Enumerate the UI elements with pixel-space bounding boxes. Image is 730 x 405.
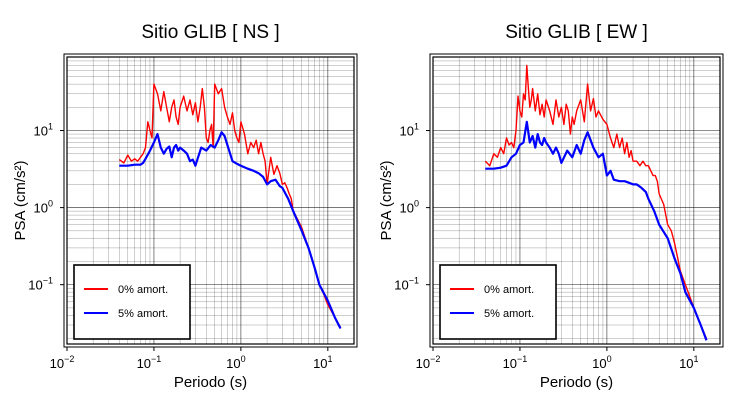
legend: 0% amort. 5% amort. bbox=[73, 264, 191, 340]
x-axis-label: Periodo (s) bbox=[174, 374, 247, 391]
x-tick-label: 100 bbox=[592, 354, 611, 371]
x-tick-label: 100 bbox=[226, 354, 245, 371]
chart-panel-2: 10−2 10−1 100 101 10−1 100 101 Sitio GLIB [ EW … bbox=[378, 22, 724, 391]
series-line-damped bbox=[119, 131, 342, 329]
y-axis-label: PSA (cm/s²) bbox=[12, 160, 29, 240]
x-axis-label: Periodo (s) bbox=[540, 374, 613, 391]
legend-box bbox=[73, 264, 191, 340]
chart-title: Sitio GLIB [ EW ] bbox=[505, 22, 648, 43]
legend-label: 0% amort. bbox=[484, 284, 534, 296]
x-tick-label: 101 bbox=[679, 354, 698, 371]
y-tick-label: 100 bbox=[400, 199, 419, 216]
y-tick-label: 101 bbox=[34, 122, 53, 139]
plot-frame bbox=[66, 56, 355, 345]
plot-frame-outer bbox=[429, 53, 724, 348]
legend: 0% amort. 5% amort. bbox=[439, 264, 557, 340]
x-tick-label: 10−2 bbox=[416, 354, 441, 371]
x-tick-label: 101 bbox=[313, 354, 332, 371]
y-tick-label: 101 bbox=[400, 122, 419, 139]
plot-frame bbox=[432, 56, 721, 345]
y-axis-label: PSA (cm/s²) bbox=[378, 160, 395, 240]
series-line-undamped bbox=[118, 83, 342, 328]
legend-label: 5% amort. bbox=[118, 308, 168, 320]
y-tick-label: 10−1 bbox=[28, 276, 53, 293]
legend-label: 5% amort. bbox=[484, 308, 534, 320]
legend-box bbox=[439, 264, 557, 340]
chart-panel-1: 10−2 10−1 100 101 10−1 100 101 Sitio GLIB [ NS … bbox=[12, 22, 358, 391]
y-tick-label: 10−1 bbox=[394, 276, 419, 293]
series-line-undamped bbox=[484, 64, 708, 339]
chart-title: Sitio GLIB [ NS ] bbox=[141, 22, 279, 43]
legend-label: 0% amort. bbox=[118, 284, 168, 296]
x-tick-label: 10−1 bbox=[137, 354, 162, 371]
y-tick-label: 100 bbox=[34, 199, 53, 216]
x-tick-label: 10−2 bbox=[50, 354, 75, 371]
plot-frame-outer bbox=[63, 53, 358, 348]
series-line-damped bbox=[485, 120, 708, 341]
x-tick-label: 10−1 bbox=[503, 354, 528, 371]
